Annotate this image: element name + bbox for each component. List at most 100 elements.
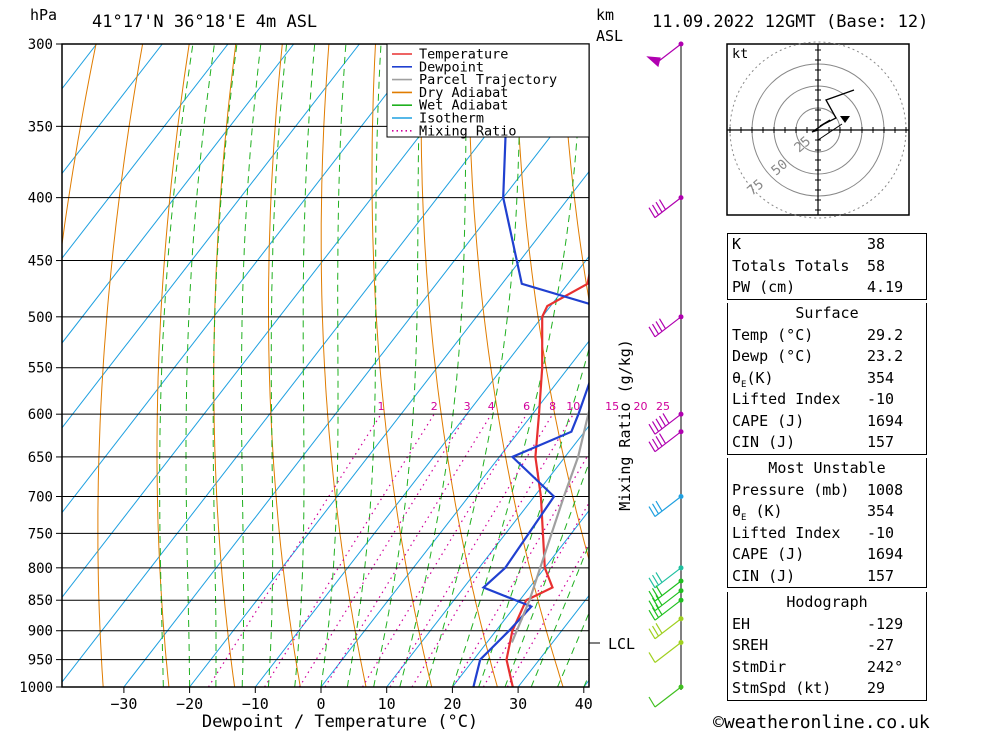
mixing-ratio-line — [389, 413, 554, 687]
surface-temp-row: Temp (°C) 29.2 — [728, 325, 926, 347]
most-unstable-title: Most Unstable — [768, 459, 886, 477]
legend-label: Dry Adiabat — [419, 85, 508, 101]
isotherm-line — [123, 86, 589, 687]
wind-barb — [648, 413, 682, 435]
dry-adiabat-line — [420, 44, 498, 687]
y-tick-label: 400 — [28, 191, 53, 207]
wet-adiabat-line — [294, 44, 316, 687]
surface-cape-value: 1694 — [867, 411, 904, 430]
mixing-ratio-line — [506, 541, 589, 687]
legend-label: Isotherm — [419, 111, 484, 127]
mu-theta-sub: E — [741, 513, 747, 523]
surface-theta-label: θE(K) — [732, 368, 774, 390]
mu-theta-symbol: θ — [732, 502, 742, 520]
mixing-ratio-tick-label: 15 — [605, 400, 619, 413]
mu-cin-row: CIN (J) 157 — [728, 566, 926, 588]
legend-label: Dewpoint — [419, 59, 484, 75]
wind-barb — [648, 641, 682, 663]
hodograph-table-title: Hodograph — [786, 593, 868, 611]
k-value: 38 — [867, 235, 886, 253]
surface-dewp-label: Dewp (°C) — [732, 347, 814, 365]
pressure-unit-label: hPa — [30, 6, 57, 24]
wet-adiabat-line — [373, 44, 422, 687]
dewpoint-line — [472, 44, 589, 687]
dry-adiabat-line — [213, 44, 237, 687]
surface-theta-symbol: θ — [732, 368, 742, 387]
legend-label: Parcel Trajectory — [419, 72, 557, 88]
stmdir-row: StmDir 242° — [728, 657, 926, 679]
y-tick-label: 850 — [28, 593, 53, 609]
x-tick-label: 0 — [316, 695, 325, 713]
hodograph-storm-marker — [840, 116, 850, 123]
y-tick-label: 1000 — [19, 680, 53, 696]
legend-label: Temperature — [419, 47, 508, 63]
stmdir-value: 242° — [867, 657, 904, 676]
surface-dewp-value: 23.2 — [867, 347, 904, 365]
y-tick-label: 350 — [28, 119, 53, 135]
wet-adiabat-line — [267, 44, 288, 687]
temperature-line — [505, 270, 589, 687]
eh-label: EH — [732, 614, 751, 633]
dry-adiabat-line — [156, 44, 190, 687]
surface-cin-label: CIN (J) — [732, 433, 796, 451]
datetime-label: 11.09.2022 12GMT (Base: 12) — [652, 12, 928, 32]
wind-barb — [648, 431, 682, 453]
y-tick-label: 650 — [28, 450, 53, 466]
mixing-ratio-line — [298, 413, 468, 687]
isotherm-line — [62, 44, 557, 683]
wind-barb — [648, 590, 682, 612]
surface-title: Surface — [795, 304, 859, 322]
mixing-ratio-tick-label: 20 — [634, 400, 648, 413]
x-tick-label: 20 — [443, 695, 461, 713]
mixing-ratio-tick-label: 10 — [566, 400, 580, 413]
y-tick-label: 800 — [28, 561, 53, 577]
mu-cape-value: 1694 — [867, 545, 904, 563]
asl-label: ASL — [596, 27, 623, 45]
mixing-ratio-line — [324, 413, 492, 687]
wind-barb — [648, 686, 682, 708]
pw-label: PW (cm) — [732, 278, 796, 296]
surface-li-label: Lifted Index — [732, 390, 841, 408]
wind-barb — [646, 43, 682, 68]
tt-row: Totals Totals 58 — [728, 256, 926, 278]
wind-barb — [648, 496, 682, 517]
surface-temp-value: 29.2 — [867, 325, 904, 344]
hodograph-table: Hodograph EH -129 SREH -27 StmDir 242° StmS… — [727, 592, 927, 701]
isotherm-line — [62, 44, 295, 344]
mu-pressure-value: 1008 — [867, 480, 904, 499]
wet-adiabat-line — [185, 44, 215, 687]
x-tick-label: 10 — [378, 695, 396, 713]
credit-label: ©weatheronline.co.uk — [713, 712, 930, 733]
dry-adiabat-line — [320, 44, 367, 687]
wind-barb — [648, 599, 682, 621]
isotherm-line — [62, 44, 360, 429]
isotherm-line — [62, 44, 426, 514]
mu-theta-unit: (K) — [746, 502, 783, 520]
x-axis-label: Dewpoint / Temperature (°C) — [202, 712, 478, 732]
y-tick-label: 550 — [28, 361, 53, 377]
mu-li-label: Lifted Index — [732, 523, 841, 542]
wet-adiabat-line — [240, 44, 262, 687]
mixing-ratio-tick-label: 6 — [523, 400, 530, 413]
isotherm-line — [62, 44, 163, 175]
mu-li-row: Lifted Index -10 — [728, 523, 926, 545]
wind-barb — [648, 567, 682, 589]
y-tick-label: 950 — [28, 653, 53, 669]
mu-li-value: -10 — [867, 523, 895, 542]
stmdir-label: StmDir — [732, 657, 787, 676]
y-tick-label: 450 — [28, 254, 53, 270]
sreh-value: -27 — [867, 636, 895, 654]
dry-adiabat-line — [97, 44, 144, 687]
stmspd-value: 29 — [867, 679, 886, 697]
most-unstable-table: Most Unstable Pressure (mb) 1008 θE (K) 35… — [727, 458, 927, 588]
surface-theta-unit: (K) — [746, 368, 774, 387]
hodograph-trace — [811, 89, 855, 133]
legend-label: Mixing Ratio — [419, 123, 517, 139]
eh-value: -129 — [867, 614, 904, 633]
surface-li-value: -10 — [867, 390, 895, 408]
mu-theta-row: θE (K) 354 — [728, 501, 926, 523]
y-tick-label: 900 — [28, 624, 53, 640]
